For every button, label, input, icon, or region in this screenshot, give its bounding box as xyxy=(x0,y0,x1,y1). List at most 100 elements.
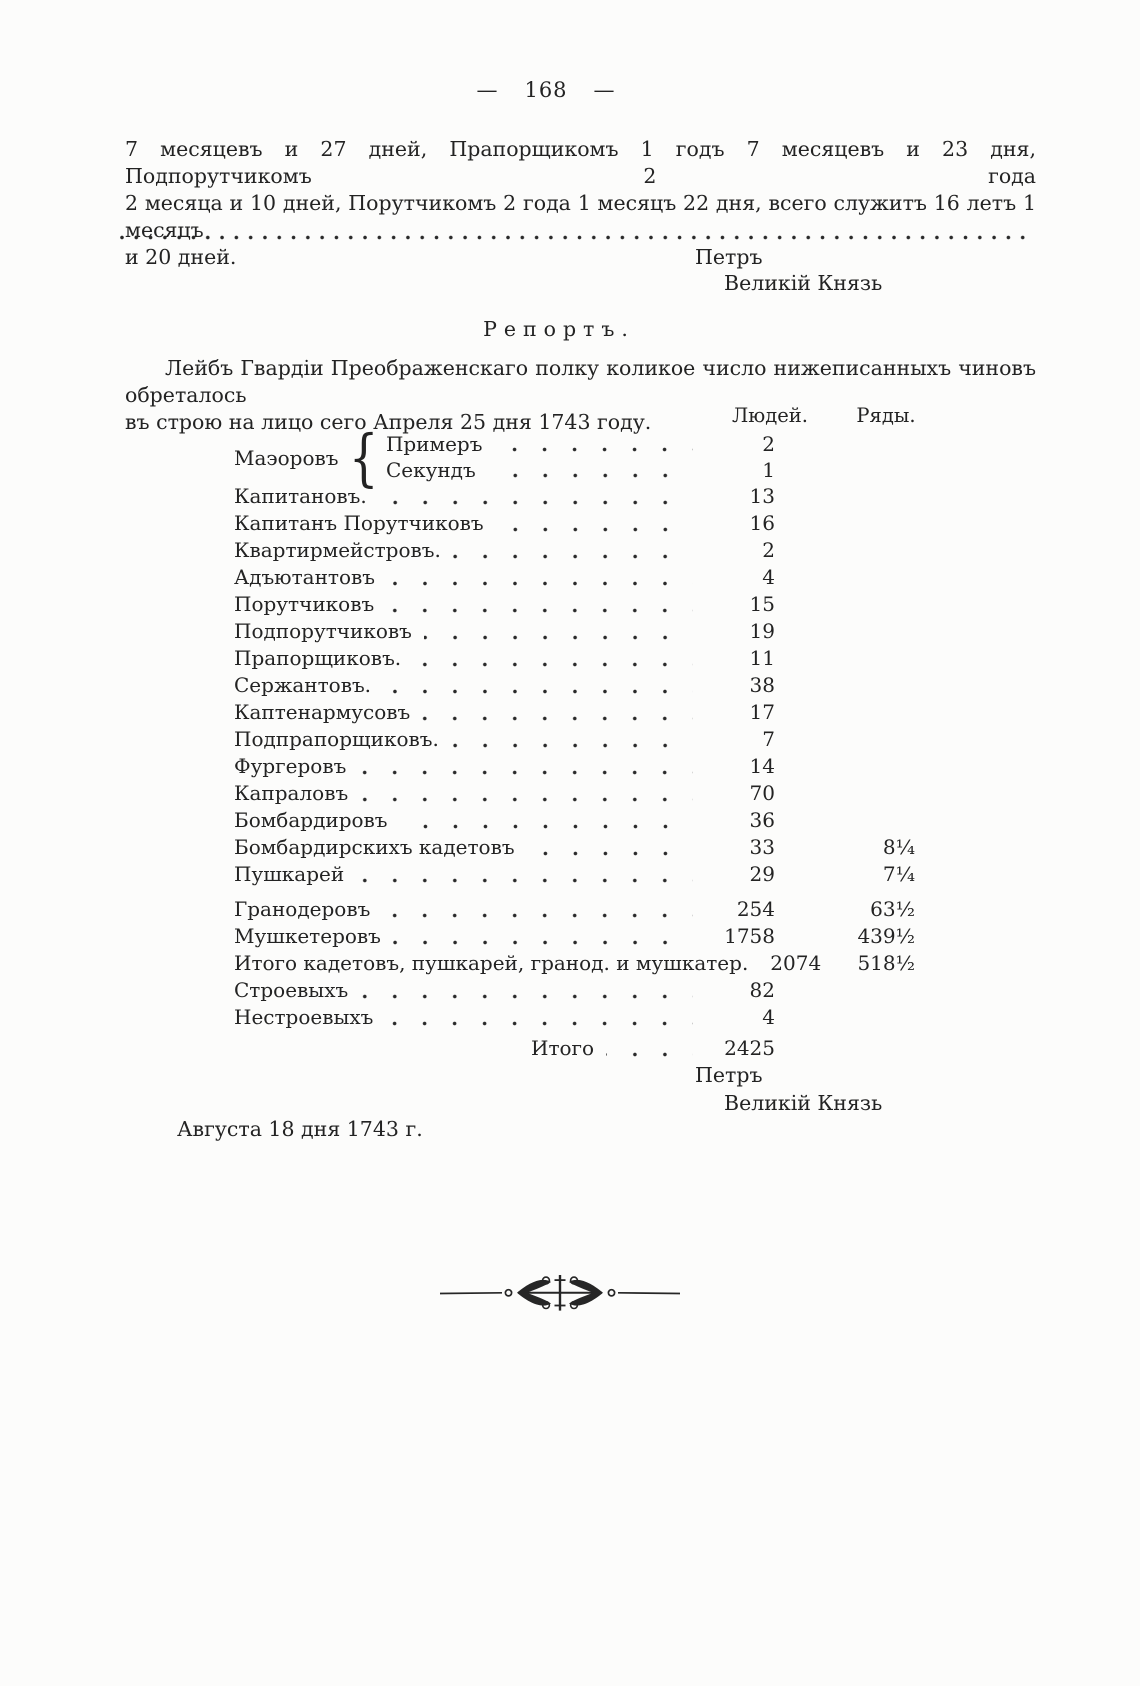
table-row-subtotal: Итого кадетовъ, пушкарей, гранод. и мушк… xyxy=(234,951,915,978)
people-count: 29 xyxy=(749,862,775,886)
dot-leader xyxy=(494,447,693,452)
people-count: 1758 xyxy=(724,924,775,948)
table-row: Гранодеровъ 254 63¹⁄₂ xyxy=(234,897,915,924)
people-count: 11 xyxy=(749,646,775,670)
rows-count: 7¹⁄₄ xyxy=(882,862,915,886)
people-count: 2074 xyxy=(770,951,822,975)
people-count: 36 xyxy=(749,808,775,832)
intro-paragraph: 7 месяцевъ и 27 дней, Прапорщикомъ 1 год… xyxy=(125,136,1036,271)
table-row: Нестроевыхъ 4 xyxy=(234,1005,915,1032)
dot-leader xyxy=(382,913,693,918)
paragraph-line: и 20 дней. xyxy=(125,245,237,269)
date-line: Августа 18 дня 1743 г. xyxy=(177,1117,423,1141)
rank-label: Итого кадетовъ, пушкарей, гранод. и мушк… xyxy=(234,951,749,975)
rank-label: Примеръ xyxy=(385,432,483,456)
rank-label: Каптенармусовъ xyxy=(234,700,411,724)
people-count: 2 xyxy=(762,538,775,562)
dot-leader xyxy=(378,500,693,505)
dot-leader xyxy=(526,851,693,856)
table-row: Бомбардировъ 36 xyxy=(234,808,915,835)
people-count: 82 xyxy=(749,978,775,1002)
paragraph-line: въ строю на лицо сего Апреля 25 дня 1743… xyxy=(125,410,652,434)
tailpiece-ornament xyxy=(438,1271,682,1319)
people-count: 1 xyxy=(762,458,775,482)
page-header: — 168 — xyxy=(0,78,1092,102)
people-count: 4 xyxy=(762,1005,775,1029)
dot-leader xyxy=(385,1021,693,1026)
people-count: 70 xyxy=(749,781,775,805)
column-header-people: Людей. xyxy=(732,404,808,427)
signature-title: Великій Князь xyxy=(724,1091,883,1115)
total-label: Итого xyxy=(531,1036,595,1060)
people-count: 38 xyxy=(749,673,775,697)
table-row: Секундъ 1 xyxy=(386,458,915,484)
people-count: 2 xyxy=(762,432,775,456)
rank-label: Секундъ xyxy=(385,458,476,482)
table-row: Фургеровъ 14 xyxy=(234,754,915,781)
rank-label: Капраловъ xyxy=(234,781,349,805)
table-row: Подпрапорщиковъ. 7 xyxy=(234,727,915,754)
rank-label: Адъютантовъ xyxy=(234,565,376,589)
people-count: 13 xyxy=(749,484,775,508)
table-group-majors: Маэоровъ { Примеръ 2 Секундъ 1 xyxy=(234,427,915,489)
table-row: Мушкетеровъ 1758 439¹⁄₂ xyxy=(234,924,915,951)
rank-label: Бомбардировъ xyxy=(234,808,388,832)
dot-leader xyxy=(487,473,693,478)
table-row: Прапорщиковъ. 11 xyxy=(234,646,915,673)
paragraph-line: 2 месяца и 10 дней, Порутчикомъ 2 года 1… xyxy=(125,191,1036,242)
table-row: Каптенармусовъ 17 xyxy=(234,700,915,727)
rank-label: Нестроевыхъ xyxy=(234,1005,374,1029)
dot-leader xyxy=(495,527,693,532)
rank-label: Подпрапорщиковъ. xyxy=(234,727,439,751)
table-row: Капраловъ 70 xyxy=(234,781,915,808)
header-dash-right: — xyxy=(593,78,616,102)
rank-label: Сержантовъ. xyxy=(234,673,372,697)
table-row: Порутчиковъ 15 xyxy=(234,592,915,619)
rank-label: Капитановъ. xyxy=(234,484,367,508)
dot-leader xyxy=(422,716,693,721)
report-heading: Репортъ. xyxy=(483,317,635,341)
dot-leader xyxy=(360,994,693,999)
dot-leader xyxy=(387,581,693,586)
table-row: Пушкарей 29 7¹⁄₄ xyxy=(234,862,915,889)
people-count: 17 xyxy=(749,700,775,724)
dot-leader xyxy=(606,1052,693,1057)
dot-leader xyxy=(358,770,693,775)
rank-label: Бомбардирскихъ кадетовъ xyxy=(234,835,515,859)
rank-label: Гранодеровъ xyxy=(234,897,371,921)
table-row: Квартирмейстровъ. 2 xyxy=(234,538,915,565)
paragraph-line: 7 месяцевъ и 27 дней, Прапорщикомъ 1 год… xyxy=(125,137,1036,188)
table-row-total: Итого 2425 xyxy=(234,1036,915,1063)
rank-label: Прапорщиковъ. xyxy=(234,646,402,670)
dot-leader xyxy=(383,689,693,694)
dot-leader xyxy=(452,554,693,559)
total-people-count: 2425 xyxy=(724,1036,775,1060)
table-row: Бомбардирскихъ кадетовъ 33 8¹⁄₄ xyxy=(234,835,915,862)
rank-label: Подпорутчиковъ xyxy=(234,619,412,643)
people-count: 19 xyxy=(749,619,775,643)
dot-leader xyxy=(423,635,693,640)
group-rows: Примеръ 2 Секундъ 1 xyxy=(386,432,915,484)
signature-name: Петръ xyxy=(695,1063,763,1087)
report-table: Маэоровъ { Примеръ 2 Секундъ 1 Капитанов… xyxy=(234,427,915,1063)
rows-count: 439¹⁄₂ xyxy=(857,924,915,948)
group-label: Маэоровъ xyxy=(234,446,339,470)
dot-leader xyxy=(450,743,693,748)
fleuron-divider-icon xyxy=(439,1275,681,1311)
dot-leader xyxy=(413,662,693,667)
page-number: 168 xyxy=(524,78,568,102)
table-row: Капитановъ. 13 xyxy=(234,484,915,511)
people-count: 14 xyxy=(749,754,775,778)
people-count: 4 xyxy=(762,565,775,589)
signature-title: Великій Князь xyxy=(724,271,883,295)
paragraph-line: Лейбъ Гвардіи Преображенскаго полку коли… xyxy=(125,356,1036,407)
rank-label: Строевыхъ xyxy=(234,978,349,1002)
header-dash-left: — xyxy=(476,78,499,102)
dot-leader xyxy=(386,608,693,613)
dot-leader xyxy=(399,824,693,829)
column-header-rows: Ряды. xyxy=(856,404,916,427)
rank-label: Порутчиковъ xyxy=(234,592,375,616)
people-count: 7 xyxy=(762,727,775,751)
rank-label: Пушкарей xyxy=(234,862,345,886)
